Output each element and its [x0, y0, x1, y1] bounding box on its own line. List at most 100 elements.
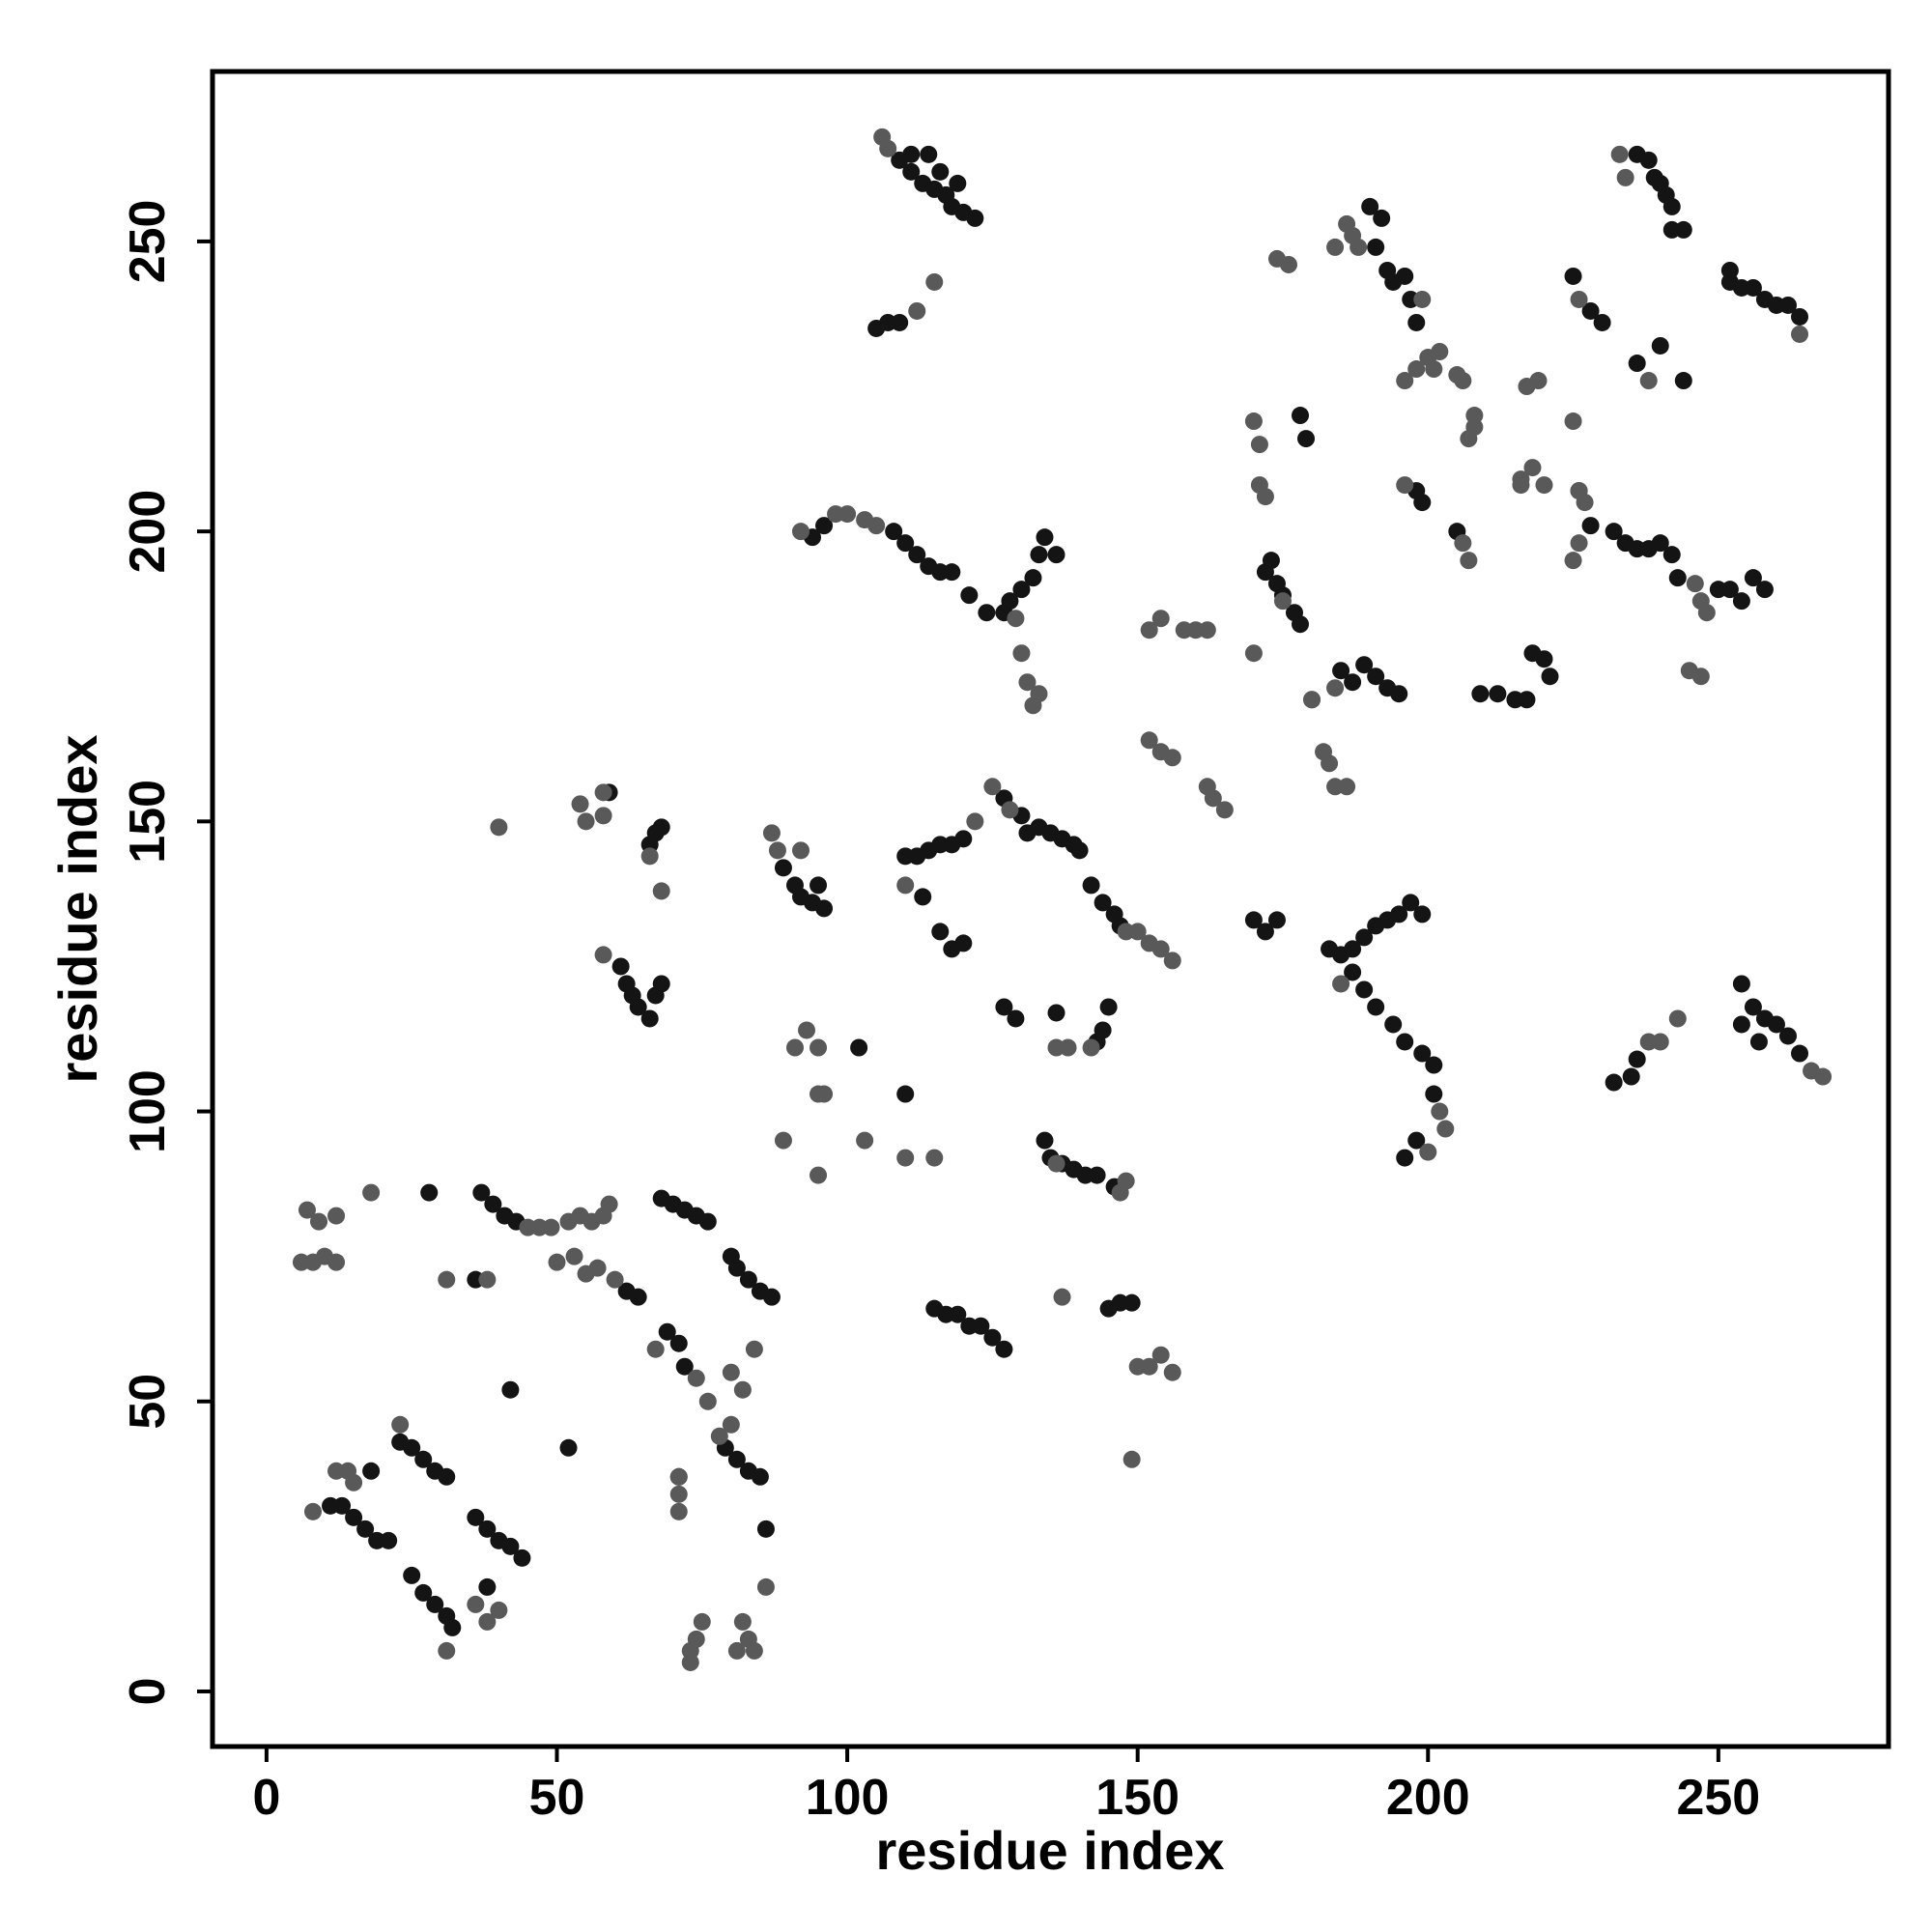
y-tick-label: 100: [120, 1069, 176, 1153]
point: [577, 1264, 595, 1283]
point: [1535, 650, 1553, 668]
point: [1651, 336, 1669, 355]
point: [594, 783, 612, 802]
point: [798, 1021, 816, 1039]
point: [675, 1357, 694, 1376]
point: [774, 1131, 792, 1150]
point: [414, 1583, 433, 1602]
point: [1610, 145, 1629, 163]
point: [1373, 209, 1391, 227]
point: [542, 1218, 560, 1236]
point: [762, 1288, 781, 1306]
point: [1570, 290, 1588, 308]
point: [391, 1415, 410, 1434]
point: [1674, 372, 1692, 390]
point: [838, 505, 857, 524]
point: [745, 1340, 763, 1358]
x-tick-label: 250: [1676, 1770, 1760, 1826]
y-tick-label: 150: [120, 780, 176, 864]
point: [785, 1038, 804, 1057]
point: [1256, 923, 1274, 941]
point: [1321, 754, 1339, 773]
x-tick-label: 100: [806, 1770, 890, 1826]
point: [1523, 459, 1542, 477]
point: [1564, 552, 1582, 570]
point: [1413, 1044, 1432, 1063]
point: [1691, 668, 1710, 686]
point: [925, 272, 944, 291]
point: [571, 795, 589, 813]
point: [478, 1520, 497, 1538]
point: [954, 830, 973, 848]
point: [1662, 197, 1681, 215]
point: [327, 1253, 346, 1271]
plot-frame: [210, 69, 1891, 1749]
point: [1384, 1015, 1403, 1034]
point: [1344, 673, 1362, 692]
point: [1407, 313, 1426, 331]
point: [1250, 436, 1268, 454]
point: [1425, 1056, 1443, 1074]
point: [791, 841, 810, 860]
point: [879, 139, 897, 157]
point: [513, 1548, 531, 1567]
point: [467, 1595, 485, 1613]
point: [1198, 621, 1216, 639]
point: [1140, 731, 1158, 750]
point: [1151, 1346, 1170, 1364]
point: [1744, 569, 1762, 587]
point: [1122, 1450, 1141, 1468]
point: [1489, 685, 1507, 703]
point: [995, 998, 1013, 1016]
point: [1791, 325, 1809, 343]
point: [1140, 621, 1158, 639]
point: [1564, 412, 1582, 431]
point: [345, 1473, 363, 1492]
point: [1639, 372, 1658, 390]
point: [1099, 998, 1118, 1016]
point: [669, 1467, 688, 1486]
point: [1053, 1288, 1071, 1306]
point: [443, 1618, 462, 1636]
point: [548, 1253, 566, 1271]
point: [681, 1653, 699, 1671]
point: [1581, 301, 1600, 320]
point: [403, 1438, 421, 1457]
point: [1390, 685, 1408, 703]
point: [1564, 267, 1582, 285]
point: [490, 1601, 508, 1619]
point: [687, 1630, 705, 1648]
point: [1018, 673, 1037, 692]
x-tick-label: 0: [252, 1770, 280, 1826]
point: [669, 1485, 688, 1503]
point: [810, 1038, 828, 1057]
point: [362, 1183, 381, 1202]
point: [867, 517, 886, 535]
point: [1128, 923, 1147, 941]
point: [1012, 581, 1031, 599]
point: [356, 1520, 375, 1538]
point: [1755, 581, 1774, 599]
point: [304, 1502, 323, 1520]
point: [1668, 1009, 1687, 1028]
point: [1151, 610, 1170, 628]
point: [1303, 691, 1321, 709]
point: [1425, 360, 1443, 379]
point: [1454, 534, 1472, 553]
point: [966, 812, 984, 831]
point: [1471, 685, 1490, 703]
point: [815, 517, 834, 535]
point: [1605, 1073, 1623, 1092]
point: [1001, 801, 1019, 819]
point: [1407, 1131, 1426, 1150]
point: [687, 1369, 705, 1387]
point: [478, 1577, 497, 1596]
point: [902, 145, 921, 163]
point: [1047, 546, 1065, 564]
point: [1024, 569, 1042, 587]
point: [1396, 1149, 1414, 1167]
point: [1668, 569, 1687, 587]
point: [600, 1195, 618, 1213]
point: [1720, 581, 1739, 599]
